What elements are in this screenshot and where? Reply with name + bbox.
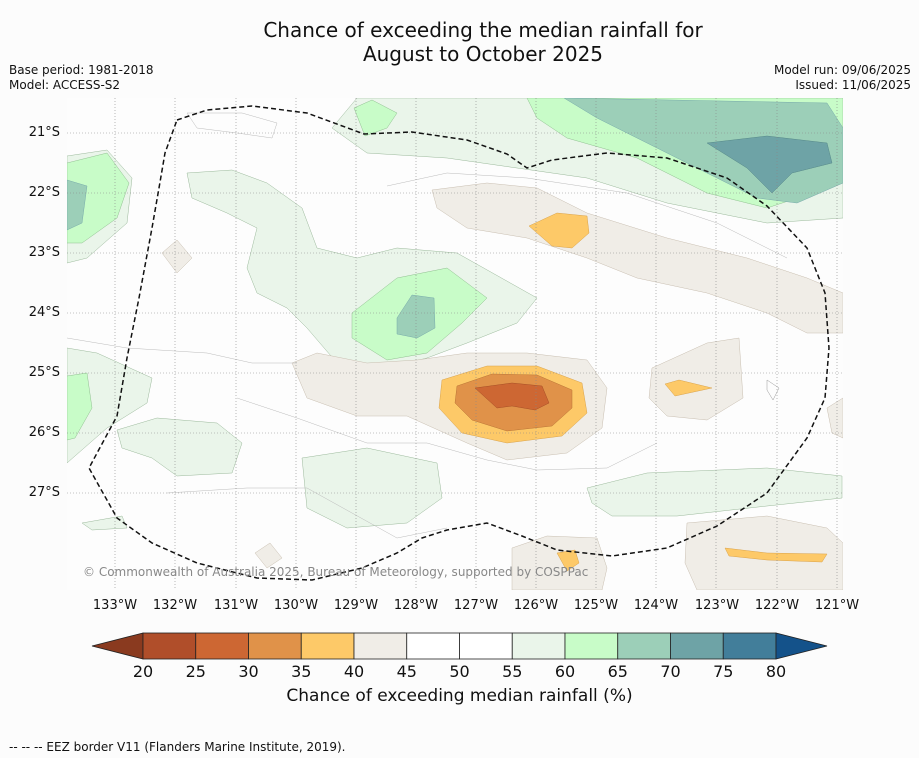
colorbar-extend-high [775,632,828,660]
region-40-45-west-small [161,239,193,274]
map-svg [67,98,843,590]
region-60-65-small [81,515,128,531]
colorbar-bin [459,632,513,660]
contour-line [386,172,788,259]
colorbar-tick-label: 40 [343,662,365,681]
contour-line [186,112,278,139]
region-25-30-center [474,382,550,411]
colorbar [91,632,828,660]
colorbar-bin [722,632,777,660]
colorbar-tick-label: 45 [396,662,417,681]
colorbar-tick-label: 75 [713,662,734,681]
region-40-45-far-east [826,397,843,439]
lon-label: 132°W [152,598,198,613]
region-35-40-east [664,379,713,397]
colorbar-tick-label: 25 [185,662,206,681]
colorbar-tick-label: 50 [449,662,470,681]
contour-line [166,487,448,539]
lat-label: 21°S [28,125,60,140]
colorbar-bin [617,632,671,660]
contour-line [67,337,297,364]
lon-label: 131°W [213,598,259,613]
lon-label: 124°W [633,598,679,613]
lon-label: 126°W [513,598,559,613]
map-title: Chance of exceeding the median rainfall … [0,18,919,66]
colorbar-bin [248,632,302,660]
lon-label: 130°W [273,598,319,613]
colorbar-tick-label: 80 [765,662,787,681]
region-40-45-south [511,535,608,590]
lon-label: 129°W [333,598,379,613]
colorbar-tick-label: 20 [132,662,154,681]
map-area [67,98,843,590]
lon-label: 123°W [694,598,740,613]
colorbar-tick-label: 65 [607,662,628,681]
issued-text: Issued: 11/06/2025 [795,78,911,92]
colorbar-bin [300,632,355,660]
lon-label: 128°W [393,598,439,613]
lon-label: 127°W [453,598,499,613]
region-40-45-east [648,337,744,421]
colorbar-extend-low [91,632,144,660]
lat-label: 25°S [28,365,60,380]
meta-left: Base period: 1981-2018 Model: ACCESS-S2 [9,63,154,93]
colorbar-bin [195,632,249,660]
contour-line [766,379,780,401]
lon-label: 125°W [573,598,619,613]
meta-right: Model run: 09/06/2025 Issued: 11/06/2025 [774,63,911,93]
model-run-text: Model run: 09/06/2025 [773,63,911,77]
eez-border [88,105,830,581]
lon-label: 122°W [754,598,800,613]
colorbar-bin [670,632,724,660]
region-35-40-southeast [724,547,828,563]
colorbar-bin [142,632,197,660]
colorbar-label: Chance of exceeding median rainfall (%) [286,686,633,706]
lat-label: 26°S [28,425,60,440]
region-65-70-southwest [67,372,93,441]
colorbar-tick-label: 35 [291,662,312,681]
region-40-45-southwest-small [254,542,283,569]
model-text: Model: ACCESS-S2 [9,78,121,92]
lat-label: 23°S [28,245,60,260]
region-70-75-central [396,294,436,339]
region-65-70-top [353,99,398,137]
title-line-1: Chance of exceeding the median rainfall … [263,18,703,42]
region-60-65-south-b [301,447,443,529]
colorbar-tick-label: 55 [502,662,523,681]
title-line-2: August to October 2025 [362,42,604,66]
copyright-text: © Commonwealth of Australia 2025, Bureau… [83,565,589,579]
lon-label: 133°W [92,598,138,613]
colorbar-bin [353,632,408,660]
eez-legend-text: -- -- -- EEZ border V11 (Flanders Marine… [9,740,346,754]
region-70-75-west [67,179,88,231]
lat-label: 27°S [28,485,60,500]
region-60-65-south-a [116,417,243,477]
base-period-text: Base period: 1981-2018 [9,63,154,77]
gridlines [67,98,843,590]
colorbar-bin [511,632,566,660]
contour-line [236,397,658,471]
region-35-40-north [528,212,590,249]
colorbar-tick-label: 70 [660,662,681,681]
colorbar-bin [406,632,460,660]
lat-label: 22°S [28,185,60,200]
region-60-65-southwest [67,347,153,464]
colorbar-tick-label: 60 [554,662,576,681]
lon-label: 121°W [814,598,860,613]
region-40-45-northeast-band [431,182,843,334]
colorbar-bin [564,632,619,660]
lat-label: 24°S [28,305,60,320]
colorbar-tick-label: 30 [238,662,259,681]
region-60-65-southeast [586,467,843,517]
